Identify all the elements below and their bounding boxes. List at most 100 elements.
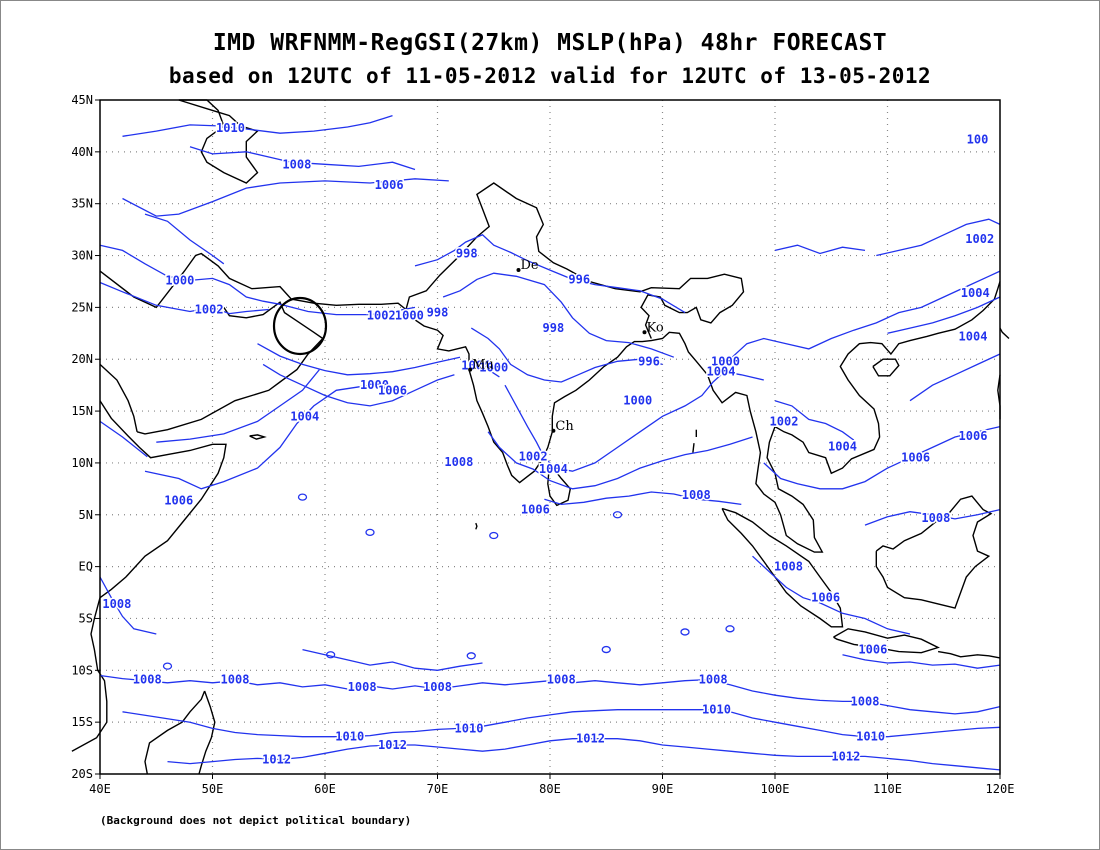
isobar-label: 1006 xyxy=(521,503,550,517)
isobar-label: 1006 xyxy=(811,591,840,605)
isobar-label: 1010 xyxy=(335,730,364,744)
isobar xyxy=(99,576,157,635)
isobar-label: 1008 xyxy=(547,673,576,687)
highlight-circle xyxy=(272,296,328,356)
isobar xyxy=(302,648,483,671)
isobar xyxy=(864,508,1001,526)
isobar xyxy=(144,384,371,490)
isobar xyxy=(144,213,225,265)
isobar-blob xyxy=(612,511,623,519)
lon-tick-label: 60E xyxy=(314,782,336,796)
isobar-label: 996 xyxy=(638,354,660,368)
lat-tick-label: 15N xyxy=(71,404,93,418)
lat-tick-label: 20S xyxy=(71,767,93,781)
lat-tick-label: 35N xyxy=(71,197,93,211)
station-markers: De Mu Ch Ko xyxy=(468,258,664,434)
isobar-label: 100 xyxy=(967,132,989,146)
isobar-label: 1008 xyxy=(774,560,803,574)
isobar xyxy=(99,281,269,315)
footnote: (Background does not depict political bo… xyxy=(100,814,412,827)
isobar-label: 1008 xyxy=(282,157,311,171)
isobar-label: 1008 xyxy=(699,673,728,687)
isobar-label: 1004 xyxy=(539,462,568,476)
coastline xyxy=(249,434,267,440)
coastlines xyxy=(71,99,1010,775)
isobar xyxy=(774,244,866,255)
isobar xyxy=(774,400,855,441)
isobar-blob xyxy=(325,651,336,659)
isobar-label: 1008 xyxy=(682,488,711,502)
coastline xyxy=(99,252,407,311)
coastline xyxy=(547,464,572,507)
isobar xyxy=(487,431,753,490)
isobar-blob xyxy=(297,493,308,501)
isobar-label: 1006 xyxy=(375,178,404,192)
isobar-label: 1006 xyxy=(164,493,193,507)
coastline xyxy=(692,443,695,453)
lon-tick-label: 70E xyxy=(427,782,449,796)
isobar-contours xyxy=(99,114,1001,771)
isobar-label: 1000 xyxy=(165,273,194,287)
isobar xyxy=(544,491,742,506)
isobar-label: 1000 xyxy=(479,361,508,375)
isobar-label: 1000 xyxy=(623,394,652,408)
lat-tick-label: 20N xyxy=(71,352,93,366)
coastline xyxy=(144,690,206,775)
isobar-label: 1012 xyxy=(576,732,605,746)
lat-tick-label: 5N xyxy=(79,508,93,522)
coastline xyxy=(198,690,216,775)
lon-tick-label: 110E xyxy=(873,782,902,796)
coastline xyxy=(937,650,1001,659)
lat-tick-label: 10N xyxy=(71,456,93,470)
lat-tick-label: 30N xyxy=(71,249,93,263)
isobar-label: 998 xyxy=(456,246,478,260)
isobar-label: 1008 xyxy=(221,673,250,687)
isobar-label: 996 xyxy=(568,272,590,286)
isobar xyxy=(909,353,1001,402)
coastline xyxy=(872,358,900,377)
isobar-label: 1004 xyxy=(828,439,857,453)
isobar-label: 1006 xyxy=(959,429,988,443)
isobar xyxy=(167,738,1001,771)
isobar-label: 1012 xyxy=(378,738,407,752)
isobar-label: 1010 xyxy=(856,730,885,744)
map-gridlines xyxy=(100,100,1000,774)
map-axes: 40E 50E 60E 70E 80E 90E 100E 110E 120E 45N 40N 35N 3… xyxy=(71,93,1014,796)
station-dot xyxy=(516,268,521,273)
isobar-label: 1002 xyxy=(195,302,224,316)
station-label: De xyxy=(521,258,539,273)
isobar xyxy=(473,363,500,378)
isobar xyxy=(99,674,1001,715)
isobar-blob xyxy=(601,645,611,654)
station-label: Ch xyxy=(555,419,574,434)
isobar xyxy=(470,327,663,383)
coastline xyxy=(405,281,1001,553)
isobar-label: 1002 xyxy=(965,232,994,246)
lat-tick-label: 10S xyxy=(71,663,93,677)
isobar-label: 1008 xyxy=(851,694,880,708)
isobar xyxy=(122,709,1001,738)
lat-tick-label: EQ xyxy=(79,560,93,574)
isobar xyxy=(414,234,686,314)
coastline xyxy=(721,507,844,628)
isobar xyxy=(99,420,148,458)
coastline xyxy=(405,182,745,339)
isobar-blob xyxy=(466,652,476,660)
coastline xyxy=(833,628,940,654)
coastline xyxy=(136,301,324,435)
isobar xyxy=(504,371,764,472)
chart-title: IMD WRFNMM-RegGSI(27km) MSLP(hPa) 48hr F… xyxy=(212,30,888,56)
coastline xyxy=(178,99,259,184)
coastline xyxy=(875,495,993,609)
isobar-label: 1010 xyxy=(216,121,245,135)
isobar-label: 1006 xyxy=(378,383,407,397)
isobar-label: 1000 xyxy=(711,354,740,368)
isobar-label: 1012 xyxy=(262,752,291,766)
station-label: Ko xyxy=(647,320,664,335)
chart-subtitle: based on 12UTC of 11-05-2012 valid for 1… xyxy=(168,64,932,88)
lat-tick-label: 25N xyxy=(71,300,93,314)
lon-tick-label: 50E xyxy=(202,782,224,796)
isobar xyxy=(122,114,393,137)
